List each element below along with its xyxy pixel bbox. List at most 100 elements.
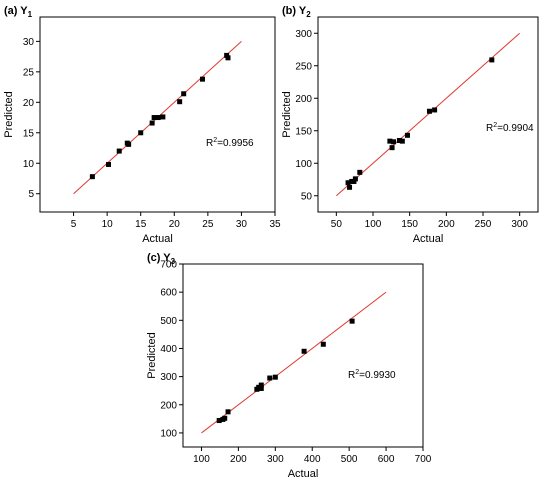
x-tick-label: 400	[304, 454, 321, 465]
data-point	[151, 115, 157, 121]
data-point	[225, 55, 231, 61]
data-point	[389, 145, 395, 151]
plot-frame	[39, 16, 276, 213]
x-tick-label: 10	[102, 219, 114, 230]
x-tick-label: 500	[341, 454, 358, 465]
r-squared-superscript: 2	[493, 122, 497, 129]
r-squared-prefix: R	[206, 138, 213, 149]
panel-label-subscript: 1	[28, 10, 33, 19]
data-point	[404, 132, 410, 138]
data-point	[272, 374, 278, 380]
x-tick-label: 250	[475, 219, 492, 230]
r-squared-value: =0.9904	[497, 123, 534, 134]
y-tick-label: 300	[295, 29, 312, 40]
data-point	[177, 99, 183, 105]
fit-line	[336, 32, 520, 197]
data-point	[160, 114, 166, 120]
data-point	[225, 409, 231, 415]
panel-label: (a) Y1	[4, 5, 33, 19]
data-point	[256, 384, 262, 390]
x-tick-label: 200	[438, 219, 455, 230]
data-point	[138, 130, 144, 136]
fit-line	[201, 291, 387, 434]
x-tick-label: 100	[365, 219, 382, 230]
plot-frame	[317, 16, 539, 213]
data-point	[258, 385, 264, 391]
data-point	[126, 141, 132, 147]
data-point	[155, 115, 161, 121]
x-tick-label: 35	[269, 219, 281, 230]
panel-label-main: (c) Y	[147, 252, 171, 264]
x-tick-label: 300	[511, 219, 528, 230]
r-squared-superscript: 2	[213, 137, 217, 144]
data-point	[258, 382, 264, 388]
y-axis-label: Predicted	[146, 332, 158, 378]
data-point	[357, 169, 363, 175]
y-tick-label: 5	[28, 189, 34, 200]
data-point	[222, 415, 228, 421]
chart-panel-1: 5 10 15 20 25 30 35 5 10 15 20 25 30 Actual Predicted (…	[3, 5, 281, 245]
chart-panel-2: 50 100 150 200 250 300 50 100 150 200 250 300 Actual…	[281, 5, 539, 245]
y-tick-label: 100	[160, 428, 177, 439]
x-tick-label: 30	[236, 219, 248, 230]
r-squared-superscript: 2	[355, 369, 359, 376]
x-tick-label: 50	[331, 219, 343, 230]
y-tick-label: 400	[160, 344, 177, 355]
chart-panel-3: 100 200 300 400 500 600 700 100 200 300 400 500 600 7…	[146, 252, 432, 480]
data-point	[267, 375, 273, 381]
data-point	[149, 120, 155, 126]
data-point	[216, 418, 222, 424]
data-point	[301, 348, 307, 354]
r-squared-prefix: R	[348, 370, 355, 381]
x-tick-label: 5	[71, 219, 77, 230]
r-squared-value: =0.9930	[359, 370, 396, 381]
r-squared-value: =0.9956	[217, 138, 254, 149]
x-tick-label: 100	[193, 454, 210, 465]
y-axis-label: Predicted	[3, 91, 15, 137]
data-point	[89, 174, 95, 180]
panel-label: (b) Y2	[282, 5, 311, 19]
y-tick-label: 300	[160, 372, 177, 383]
panel-label-main: (a) Y	[4, 5, 28, 17]
data-point	[320, 341, 326, 347]
x-axis-label: Actual	[142, 233, 173, 245]
data-point	[399, 138, 405, 144]
y-tick-label: 200	[295, 94, 312, 105]
data-point	[181, 91, 187, 97]
panel-label-subscript: 3	[171, 257, 176, 266]
r-squared-label: R2=0.9956	[206, 137, 254, 149]
y-tick-label: 150	[295, 126, 312, 137]
y-tick-label: 15	[23, 128, 35, 139]
panel-label-main: (b) Y	[282, 5, 307, 17]
y-tick-label: 600	[160, 288, 177, 299]
data-point	[349, 318, 355, 324]
r-squared-label: R2=0.9904	[486, 122, 534, 134]
data-point	[199, 76, 205, 82]
data-point	[345, 180, 351, 186]
x-tick-label: 600	[378, 454, 395, 465]
y-tick-label: 50	[301, 191, 313, 202]
x-tick-label: 25	[202, 219, 214, 230]
data-point	[489, 57, 495, 63]
x-tick-label: 150	[401, 219, 418, 230]
y-tick-label: 100	[295, 159, 312, 170]
data-point	[396, 138, 402, 143]
x-tick-label: 300	[267, 454, 284, 465]
x-tick-label: 20	[169, 219, 181, 230]
data-point	[426, 108, 432, 114]
y-tick-label: 500	[160, 316, 177, 327]
data-point	[347, 184, 353, 190]
y-tick-label: 250	[295, 61, 312, 72]
data-point	[391, 139, 397, 145]
y-tick-label: 200	[160, 400, 177, 411]
y-tick-label: 25	[23, 67, 35, 78]
panel-label: (c) Y3	[147, 252, 176, 266]
r-squared-prefix: R	[486, 123, 493, 134]
x-tick-label: 700	[415, 454, 432, 465]
y-tick-label: 10	[23, 159, 35, 170]
x-tick-label: 200	[230, 454, 247, 465]
y-tick-label: 20	[23, 98, 35, 109]
y-tick-label: 30	[23, 37, 35, 48]
data-point	[105, 161, 111, 167]
